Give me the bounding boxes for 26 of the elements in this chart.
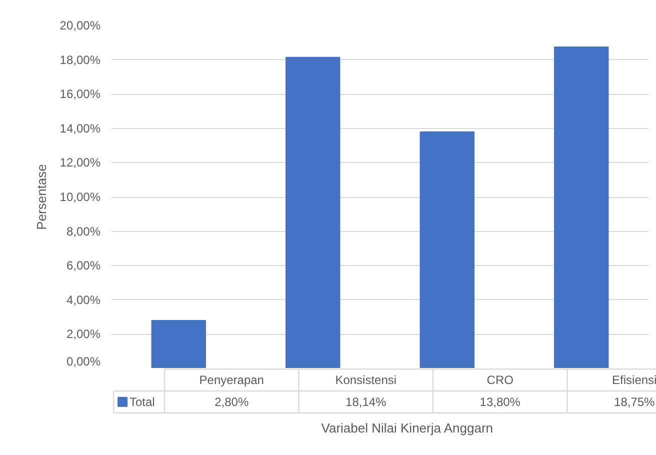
- y-tick-label: 4,00%: [66, 292, 101, 307]
- y-tick-label: 0,00%: [66, 354, 101, 368]
- y-tick-label: 14,00%: [60, 121, 101, 136]
- bar: [420, 131, 474, 368]
- y-tick-label: 8,00%: [66, 224, 101, 238]
- x-axis-title: Variabel Nilai Kinerja Anggarn: [321, 420, 494, 436]
- data-label: 13,80%: [480, 394, 521, 409]
- x-tick-label: Penyerapan: [199, 373, 264, 388]
- bar: [151, 320, 206, 368]
- x-tick-label: Efisiensi: [612, 373, 656, 388]
- x-tick-label: CRO: [486, 373, 514, 388]
- bar: [554, 46, 609, 368]
- y-tick-label: 10,00%: [60, 190, 101, 204]
- legend-label: Total: [130, 394, 155, 409]
- bar: [286, 56, 340, 368]
- y-tick-label: 12,00%: [60, 156, 101, 170]
- y-tick-label: 6,00%: [66, 258, 101, 273]
- y-tick-label: 18,00%: [60, 52, 101, 67]
- y-tick-label: 16,00%: [60, 87, 101, 102]
- y-tick-label: 2,00%: [66, 327, 101, 342]
- data-label: 18,14%: [346, 394, 387, 409]
- data-label: 18,75%: [614, 394, 656, 409]
- y-tick-label: 20,00%: [60, 18, 101, 32]
- data-label: 2,80%: [214, 394, 249, 409]
- y-axis-title: Persentase: [34, 164, 49, 230]
- x-tick-label: Konsistensi: [335, 373, 397, 388]
